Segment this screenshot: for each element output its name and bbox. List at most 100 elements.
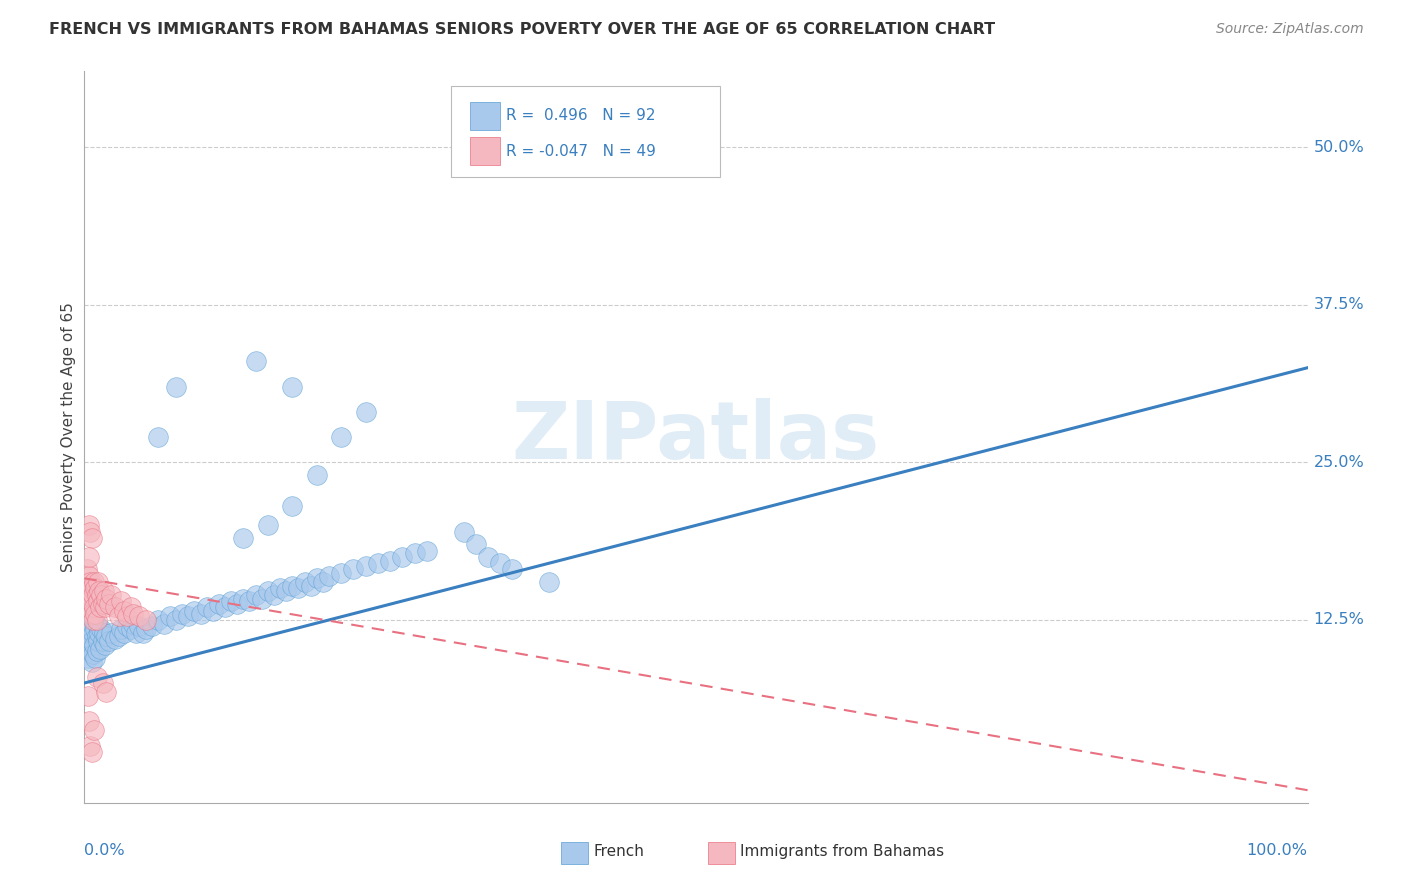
Point — [219, 594, 242, 608]
Point — [287, 582, 309, 596]
Text: ZIPatlas: ZIPatlas — [512, 398, 880, 476]
Point — [489, 556, 512, 570]
Point — [91, 597, 114, 611]
Point — [354, 405, 377, 419]
FancyBboxPatch shape — [451, 86, 720, 178]
Point — [84, 607, 107, 621]
Point — [90, 622, 112, 636]
Point — [165, 379, 187, 393]
Point — [257, 583, 280, 598]
Point — [104, 632, 127, 646]
Point — [87, 583, 110, 598]
Point — [380, 554, 402, 568]
Point — [453, 524, 475, 539]
Point — [76, 562, 98, 576]
Point — [153, 616, 176, 631]
Point — [367, 556, 389, 570]
Text: FRENCH VS IMMIGRANTS FROM BAHAMAS SENIORS POVERTY OVER THE AGE OF 65 CORRELATION: FRENCH VS IMMIGRANTS FROM BAHAMAS SENIOR… — [49, 22, 995, 37]
Point — [146, 430, 169, 444]
Point — [80, 655, 103, 669]
Point — [214, 600, 236, 615]
Point — [232, 591, 254, 606]
Point — [107, 629, 129, 643]
Point — [87, 594, 110, 608]
Point — [263, 588, 285, 602]
Point — [87, 619, 110, 633]
Point — [276, 583, 298, 598]
Point — [97, 597, 120, 611]
Point — [141, 619, 163, 633]
Point — [232, 531, 254, 545]
Point — [82, 588, 104, 602]
Point — [83, 638, 105, 652]
Point — [110, 622, 132, 636]
Point — [299, 579, 322, 593]
Point — [87, 575, 110, 590]
Point — [77, 650, 100, 665]
Point — [122, 607, 145, 621]
Point — [538, 575, 561, 590]
FancyBboxPatch shape — [470, 102, 501, 130]
Point — [115, 609, 138, 624]
Point — [183, 604, 205, 618]
Text: 25.0%: 25.0% — [1313, 455, 1364, 470]
Point — [86, 629, 108, 643]
Point — [294, 575, 316, 590]
Point — [165, 613, 187, 627]
Text: 100.0%: 100.0% — [1247, 843, 1308, 858]
Point — [195, 600, 218, 615]
Point — [87, 634, 110, 648]
Point — [135, 613, 157, 627]
Point — [208, 597, 231, 611]
Point — [86, 613, 108, 627]
Point — [80, 531, 103, 545]
Point — [82, 625, 104, 640]
Point — [94, 638, 117, 652]
FancyBboxPatch shape — [561, 841, 588, 863]
Point — [77, 689, 100, 703]
Point — [318, 569, 340, 583]
Point — [404, 546, 426, 560]
Point — [94, 600, 117, 615]
Point — [83, 575, 105, 590]
Point — [312, 575, 335, 590]
Point — [128, 619, 150, 633]
Point — [77, 569, 100, 583]
Point — [146, 613, 169, 627]
Point — [190, 607, 212, 621]
Point — [96, 685, 118, 699]
Point — [86, 670, 108, 684]
Point — [84, 650, 107, 665]
Point — [464, 537, 486, 551]
Point — [77, 632, 100, 646]
Point — [97, 634, 120, 648]
Point — [77, 582, 100, 596]
Point — [76, 625, 98, 640]
Point — [77, 638, 100, 652]
Point — [245, 588, 267, 602]
Point — [79, 739, 101, 753]
Point — [115, 619, 138, 633]
Point — [93, 583, 115, 598]
Point — [330, 566, 353, 581]
Point — [281, 500, 304, 514]
Point — [82, 613, 104, 627]
Point — [84, 582, 107, 596]
Point — [112, 604, 135, 618]
Point — [257, 518, 280, 533]
Point — [91, 676, 114, 690]
Point — [132, 625, 155, 640]
Text: 50.0%: 50.0% — [1313, 139, 1364, 154]
Text: Source: ZipAtlas.com: Source: ZipAtlas.com — [1216, 22, 1364, 37]
Point — [281, 379, 304, 393]
Point — [281, 579, 304, 593]
Point — [96, 591, 118, 606]
Point — [104, 600, 127, 615]
FancyBboxPatch shape — [470, 137, 501, 165]
Point — [226, 597, 249, 611]
Point — [77, 518, 100, 533]
Point — [79, 619, 101, 633]
Text: R = -0.047   N = 49: R = -0.047 N = 49 — [506, 144, 657, 159]
Y-axis label: Seniors Poverty Over the Age of 65: Seniors Poverty Over the Age of 65 — [60, 302, 76, 572]
Point — [342, 562, 364, 576]
